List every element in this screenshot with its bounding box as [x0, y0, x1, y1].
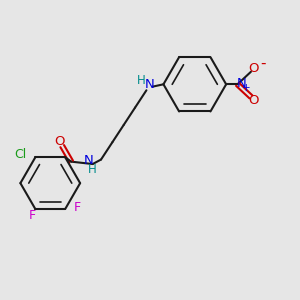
Text: -: -: [260, 56, 266, 71]
Text: +: +: [242, 83, 251, 93]
Text: F: F: [29, 209, 36, 222]
Text: H: H: [88, 163, 97, 176]
Text: H: H: [137, 74, 146, 87]
Text: N: N: [145, 78, 154, 91]
Text: O: O: [249, 94, 259, 107]
Text: O: O: [54, 134, 64, 148]
Text: N: N: [237, 77, 247, 90]
Text: Cl: Cl: [15, 148, 27, 161]
Text: F: F: [74, 201, 81, 214]
Text: N: N: [84, 154, 93, 167]
Text: O: O: [249, 62, 259, 75]
